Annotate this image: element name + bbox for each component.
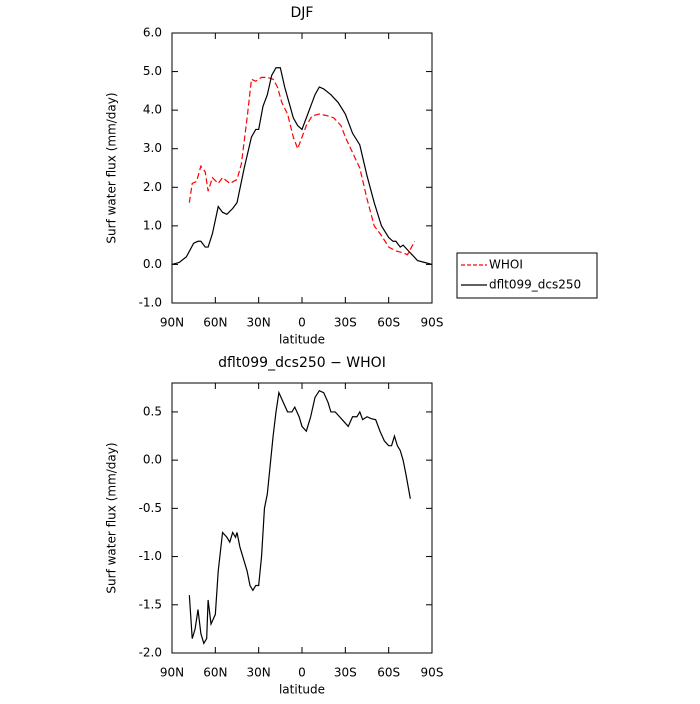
y-tick-label: 0.0 (143, 453, 162, 467)
x-axis-label: latitude (279, 333, 325, 347)
x-tick-label: 90N (160, 666, 184, 680)
y-tick-label: -0.5 (139, 501, 162, 515)
series-line (188, 76, 416, 256)
x-tick-label: 60S (377, 316, 400, 330)
plot-frame (171, 32, 433, 304)
legend-label: WHOI (489, 258, 523, 272)
x-tick-label: 30N (247, 666, 271, 680)
y-axis-label: Surf water flux (mm/day) (105, 92, 119, 243)
x-tick-label: 0 (298, 666, 306, 680)
legend-label: dflt099_dcs250 (489, 278, 581, 292)
y-tick-label: 4.0 (143, 103, 162, 117)
series-line (171, 67, 433, 266)
y-tick-label: -1.0 (139, 296, 162, 310)
x-axis-label: latitude (279, 683, 325, 697)
x-tick-label: 30S (334, 316, 357, 330)
x-tick-label: 30S (334, 666, 357, 680)
y-tick-label: -1.5 (139, 597, 162, 611)
series-line (188, 389, 411, 645)
y-tick-label: -1.0 (139, 549, 162, 563)
x-tick-label: 90S (421, 666, 444, 680)
plot-frame (171, 382, 433, 654)
x-tick-label: 90S (421, 316, 444, 330)
y-tick-label: 0.0 (143, 257, 162, 271)
y-tick-label: 3.0 (143, 141, 162, 155)
y-tick-label: 2.0 (143, 180, 162, 194)
y-tick-label: 6.0 (143, 26, 162, 40)
legend-box (456, 252, 598, 299)
chart-title: dflt099_dcs250 − WHOI (218, 355, 386, 371)
y-axis-label: Surf water flux (mm/day) (105, 442, 119, 593)
x-tick-label: 0 (298, 316, 306, 330)
x-tick-label: 30N (247, 316, 271, 330)
y-tick-label: -2.0 (139, 646, 162, 660)
legend: WHOI dflt099_dcs250 (456, 252, 598, 299)
x-tick-label: 60N (203, 666, 227, 680)
y-tick-label: 0.5 (143, 404, 162, 418)
y-tick-label: 1.0 (143, 218, 162, 232)
x-tick-label: 60N (203, 316, 227, 330)
y-tick-label: 5.0 (143, 64, 162, 78)
chart-title: DJF (291, 5, 314, 21)
x-tick-label: 90N (160, 316, 184, 330)
x-tick-label: 60S (377, 666, 400, 680)
